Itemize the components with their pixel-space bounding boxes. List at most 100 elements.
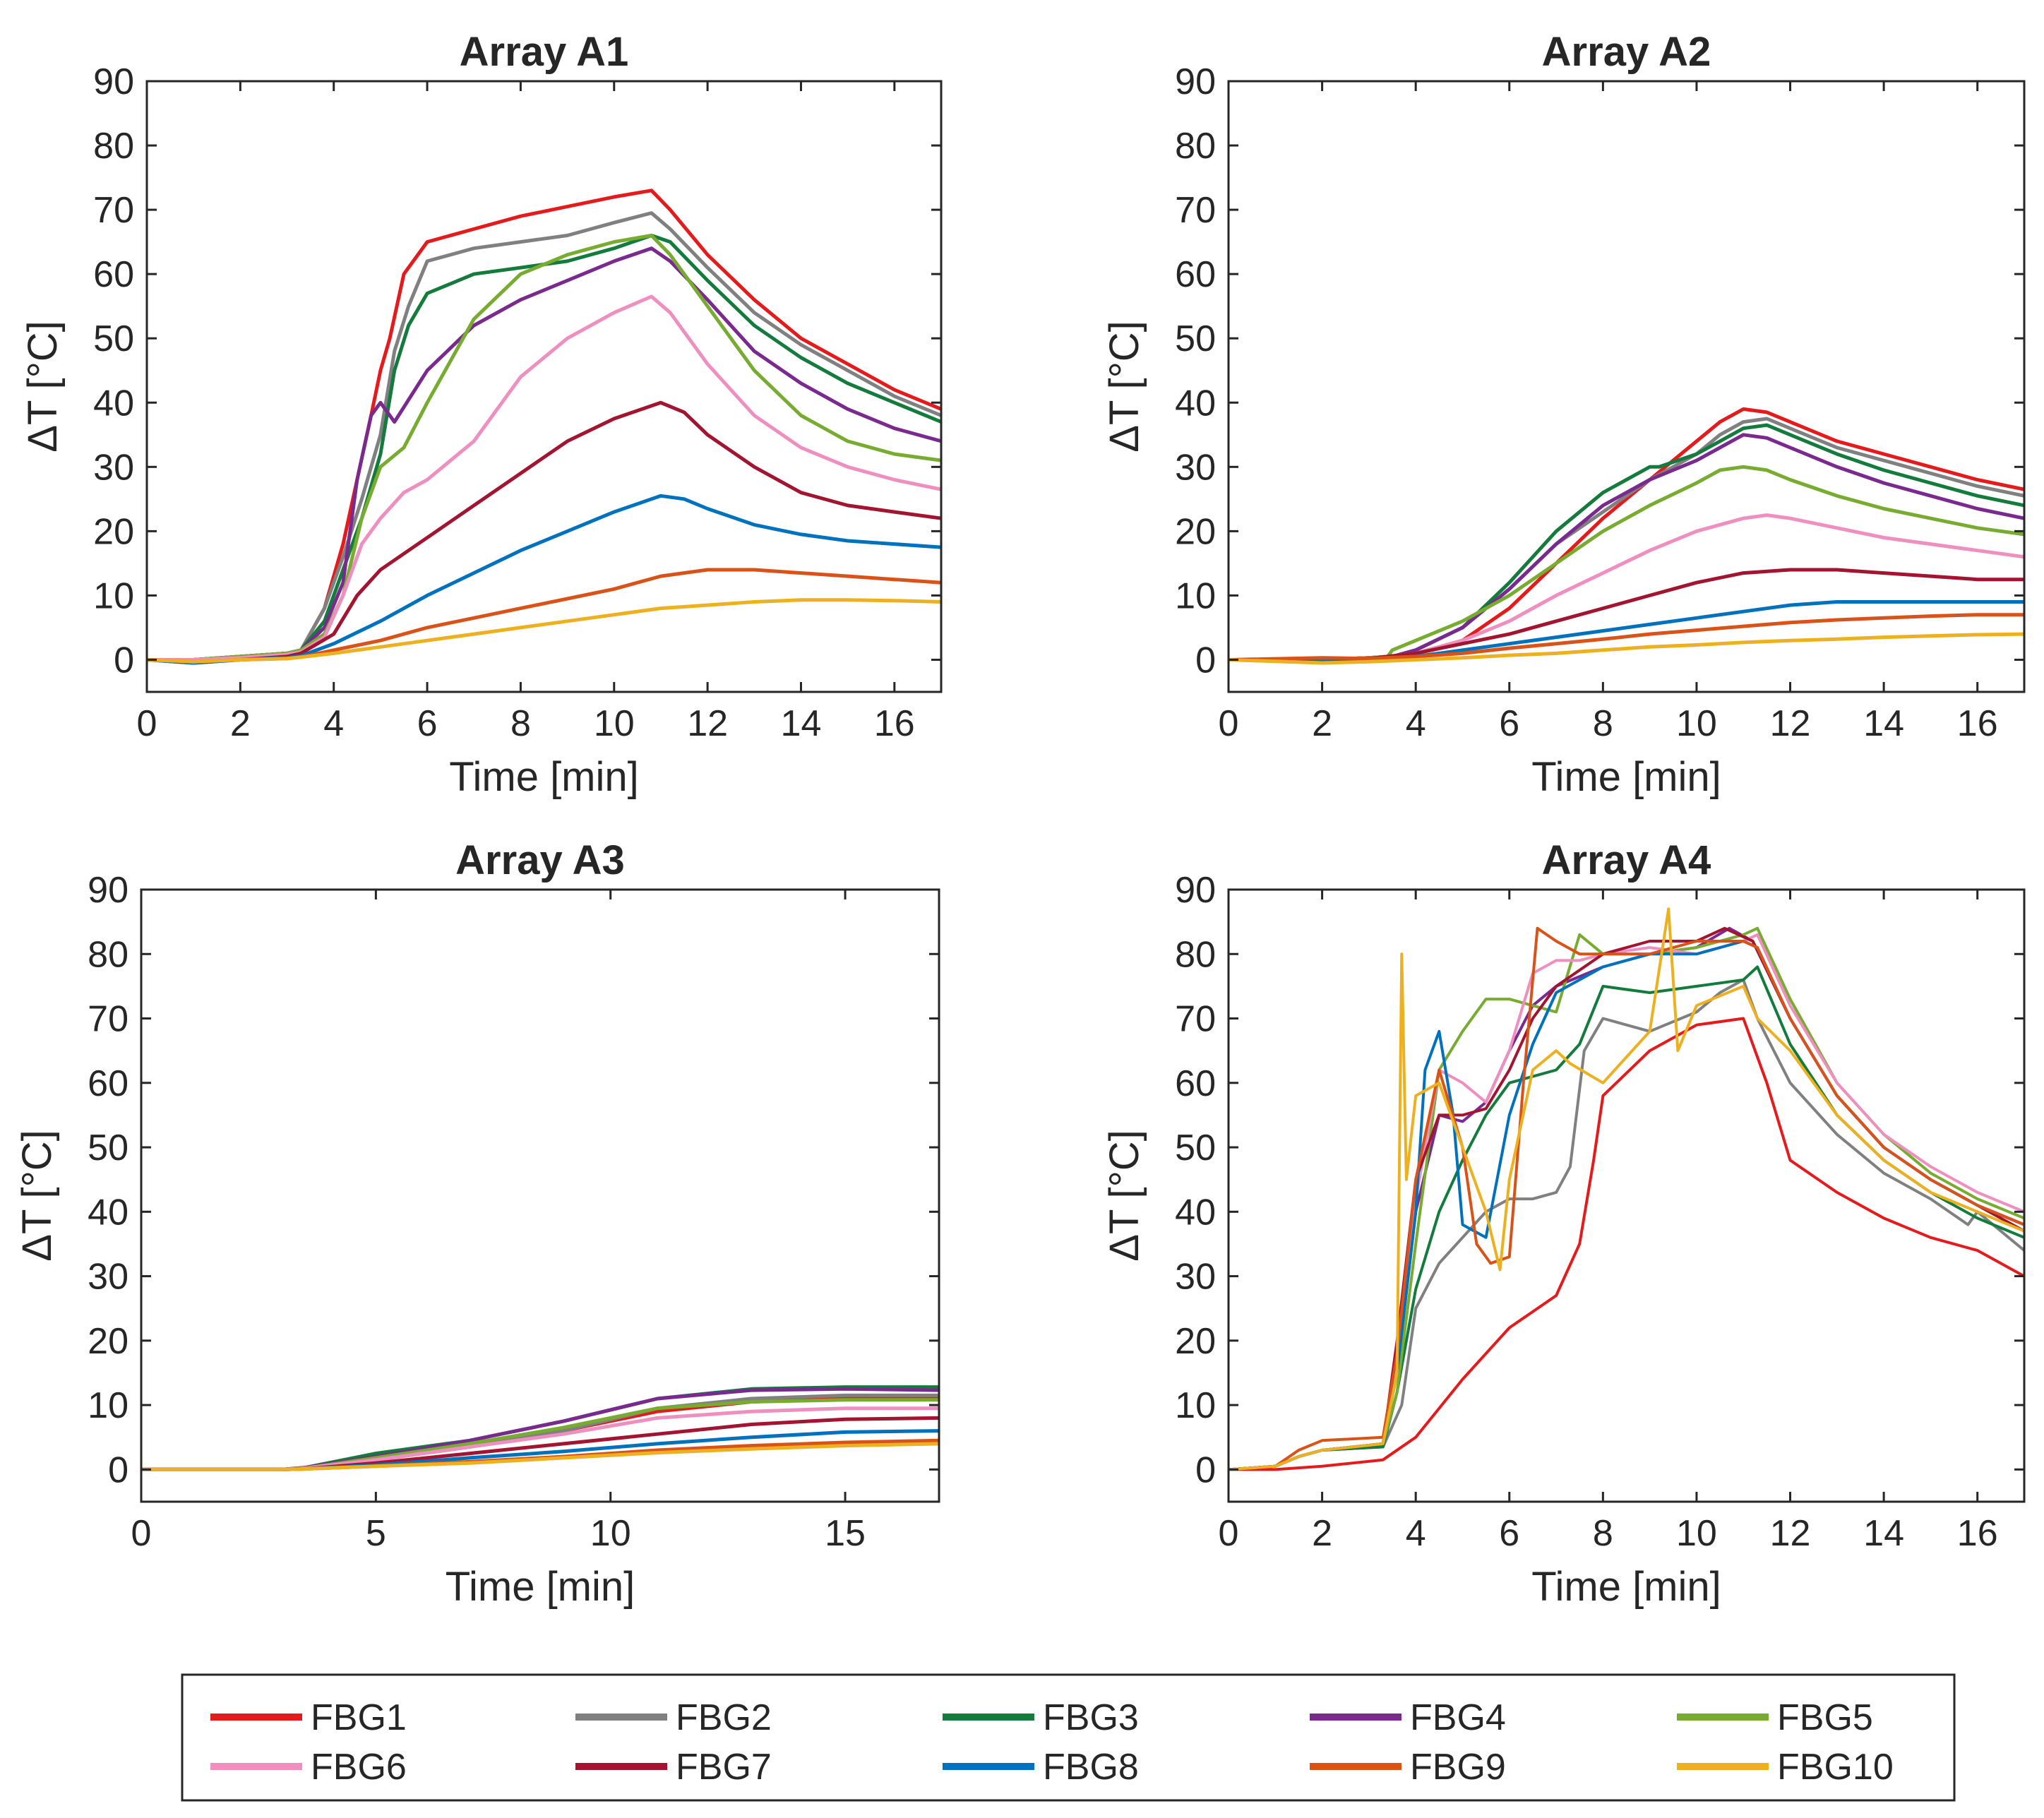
series-group: [141, 1385, 939, 1471]
legend-item-fbg7: FBG7: [575, 1747, 772, 1788]
y-tick-label: 80: [93, 126, 134, 167]
x-tick-label: 0: [1219, 703, 1239, 744]
y-tick-label: 30: [1175, 1257, 1216, 1298]
legend-item-fbg2: FBG2: [575, 1697, 772, 1738]
x-axis-label: Time [min]: [1531, 754, 1721, 800]
y-tick-label: 40: [93, 383, 134, 424]
x-tick-label: 14: [1863, 1513, 1904, 1554]
series-group: [1229, 407, 2024, 665]
legend-item-fbg10: FBG10: [1677, 1747, 1894, 1788]
series-line-fbg10: [147, 598, 941, 664]
x-tick-label: 14: [781, 703, 822, 744]
legend-label: FBG8: [1043, 1747, 1139, 1788]
y-tick-label: 80: [1175, 934, 1216, 975]
series-line-fbg10: [1229, 907, 2024, 1471]
legend-item-fbg3: FBG3: [943, 1697, 1139, 1738]
y-tick-label: 30: [1175, 447, 1216, 488]
y-tick-label: 80: [88, 934, 129, 975]
y-tick-label: 10: [1175, 1385, 1216, 1426]
y-axis-label: ΔT [°C]: [1101, 321, 1147, 453]
plot-area: [1229, 890, 2024, 1502]
y-tick-label: 90: [1175, 61, 1216, 102]
legend-label: FBG3: [1043, 1697, 1139, 1738]
y-tick-label: 40: [88, 1192, 129, 1233]
series-line-fbg10: [1229, 632, 2024, 665]
y-tick-label: 20: [93, 511, 134, 552]
series-line-fbg7: [1229, 568, 2024, 662]
series-line-fbg10: [141, 1442, 939, 1471]
chart-panel-3: 0 10 20 30 40 50 60 70 80 90 0 5 10 15 Array A3 Time [m…: [14, 837, 940, 1610]
x-tick-label: 5: [366, 1513, 386, 1554]
x-tick-label: 8: [1593, 703, 1613, 744]
x-tick-label: 16: [1957, 703, 1998, 744]
legend-label: FBG4: [1410, 1697, 1506, 1738]
legend-item-fbg5: FBG5: [1677, 1697, 1873, 1738]
x-tick-label: 10: [590, 1513, 631, 1554]
series-group: [1229, 907, 2024, 1471]
axes-frame: [140, 888, 940, 1503]
legend-item-fbg4: FBG4: [1310, 1697, 1506, 1738]
x-tick-label: 2: [1312, 703, 1332, 744]
series-line-fbg1: [1229, 1017, 2024, 1471]
legend-item-fbg8: FBG8: [943, 1747, 1139, 1788]
y-tick-label: 90: [88, 870, 129, 911]
x-tick-label: 14: [1863, 703, 1904, 744]
x-tick-label: 0: [131, 1513, 152, 1554]
x-tick-label: 10: [1676, 1513, 1717, 1554]
y-axis-label: ΔT [°C]: [1101, 1130, 1147, 1262]
x-tick-label: 16: [874, 703, 915, 744]
y-tick-label: 0: [1195, 1449, 1216, 1490]
x-tick-label: 12: [1770, 1513, 1811, 1554]
x-tick-label: 6: [417, 703, 438, 744]
series-line-fbg5: [1229, 465, 2024, 662]
legend-label: FBG2: [676, 1697, 772, 1738]
axes-frame: [1227, 80, 2026, 693]
x-tick-label: 8: [510, 703, 531, 744]
chart-title: Array A1: [460, 29, 629, 75]
legend-item-fbg1: FBG1: [210, 1697, 407, 1738]
legend-box: [181, 1673, 1956, 1802]
legend-label: FBG5: [1777, 1697, 1873, 1738]
y-tick-label: 40: [1175, 383, 1216, 424]
series-line-fbg2: [1229, 978, 2024, 1471]
axes-frame: [145, 80, 943, 693]
y-tick-label: 10: [1175, 575, 1216, 616]
legend-label: FBG6: [311, 1747, 407, 1788]
x-tick-label: 4: [323, 703, 344, 744]
axes-frame: [1227, 888, 2026, 1503]
x-tick-label: 4: [1406, 1513, 1426, 1554]
x-tick-label: 6: [1499, 1513, 1519, 1554]
y-tick-label: 70: [93, 190, 134, 231]
y-axis-label: ΔT [°C]: [14, 1130, 60, 1262]
y-tick-label: 50: [1175, 1128, 1216, 1168]
x-tick-label: 0: [137, 703, 157, 744]
chart-panel-4: 0 10 20 30 40 50 60 70 80 90 0 2 4 6 8 10 12 14 16 Array A4…: [1101, 837, 2026, 1610]
y-tick-label: 70: [1175, 999, 1216, 1040]
legend-item-fbg6: FBG6: [210, 1747, 407, 1788]
chart-title: Array A4: [1542, 837, 1711, 883]
x-axis-label: Time [min]: [449, 754, 639, 800]
y-tick-label: 20: [1175, 1321, 1216, 1362]
chart-title: Array A2: [1542, 29, 1711, 75]
y-tick-label: 70: [1175, 190, 1216, 231]
y-tick-label: 90: [1175, 870, 1216, 911]
x-tick-label: 10: [594, 703, 635, 744]
series-line-fbg9: [1229, 613, 2024, 662]
plot-area: [1229, 81, 2024, 692]
y-tick-label: 50: [88, 1128, 129, 1168]
y-tick-label: 40: [1175, 1192, 1216, 1233]
y-tick-label: 0: [1195, 640, 1216, 681]
series-line-fbg9: [1229, 926, 2024, 1471]
x-tick-label: 8: [1593, 1513, 1613, 1554]
y-tick-label: 20: [1175, 511, 1216, 552]
chart-title: Array A3: [455, 837, 625, 883]
y-tick-label: 50: [93, 318, 134, 359]
x-tick-label: 12: [687, 703, 728, 744]
y-tick-label: 30: [88, 1257, 129, 1298]
y-tick-label: 60: [1175, 254, 1216, 295]
y-axis-label: ΔT [°C]: [20, 321, 66, 453]
legend-label: FBG9: [1410, 1747, 1506, 1788]
x-tick-label: 15: [825, 1513, 866, 1554]
